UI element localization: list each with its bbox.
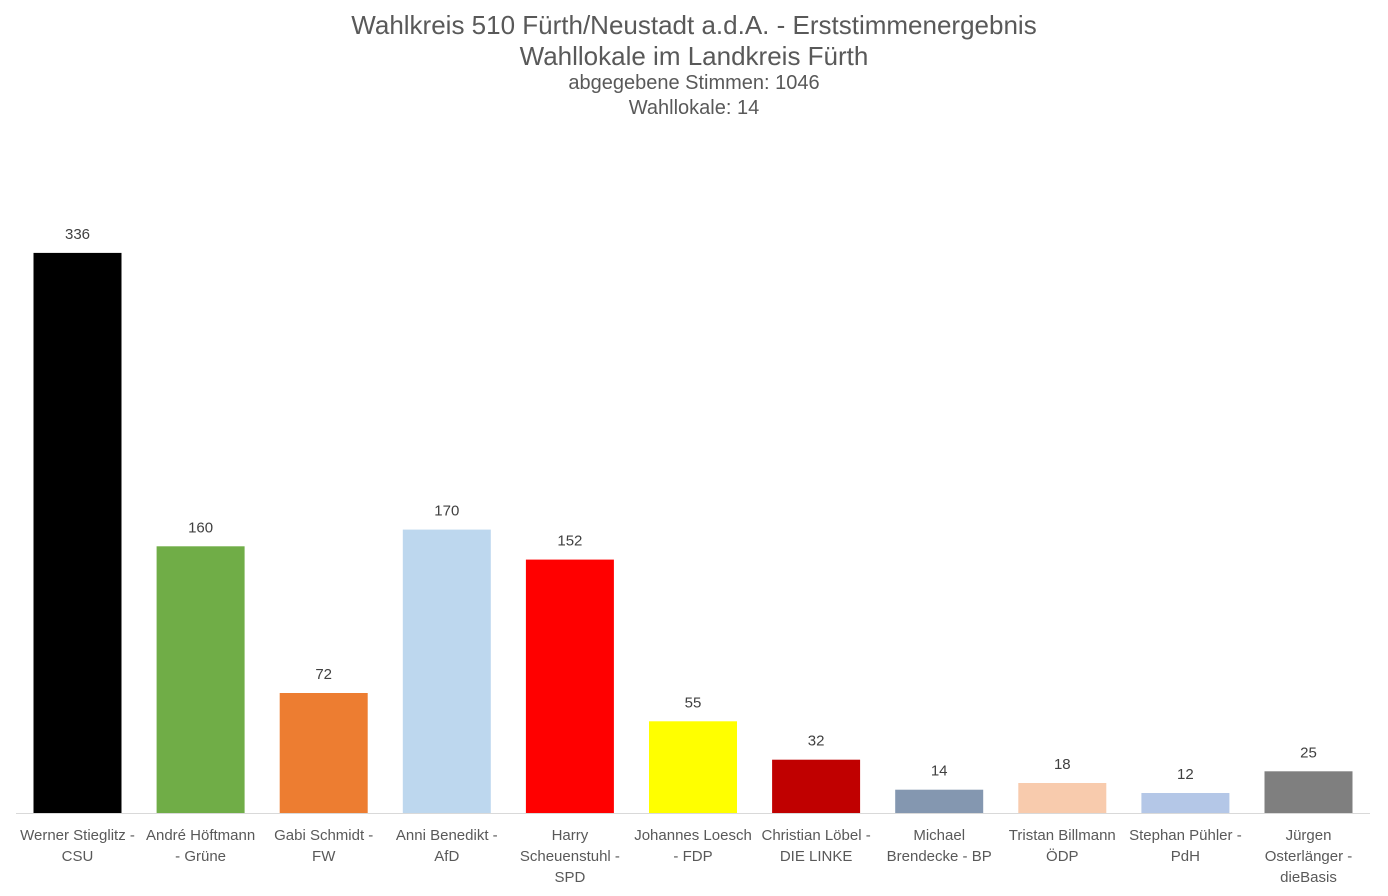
- category-label-4-0: Harry: [552, 827, 589, 844]
- category-label-9-1: PdH: [1171, 848, 1200, 865]
- data-label-6: 32: [808, 733, 825, 750]
- data-label-4: 152: [557, 533, 582, 550]
- polling-stations-label: Wahllokale: 14: [628, 97, 760, 119]
- bar-8: [1018, 783, 1107, 813]
- data-label-3: 170: [434, 503, 459, 520]
- category-label-8-0: Tristan Billmann: [1009, 827, 1116, 844]
- bar-1: [156, 546, 245, 813]
- category-label-10-0: Jürgen: [1286, 827, 1332, 844]
- bar-6: [772, 759, 861, 813]
- category-label-6-1: DIE LINKE: [780, 848, 853, 865]
- bar-7: [895, 789, 984, 813]
- bar-4: [525, 559, 614, 813]
- category-label-4-1: Scheuenstuhl -: [520, 848, 620, 865]
- category-label-10-1: Osterlänger -: [1265, 848, 1353, 865]
- category-label-7-1: Brendecke - BP: [887, 848, 992, 865]
- data-label-5: 55: [685, 694, 702, 711]
- bar-2: [279, 693, 368, 813]
- chart-title-block: Wahlkreis 510 Fürth/Neustadt a.d.A. - Er…: [0, 10, 1388, 121]
- category-label-1-1: - Grüne: [175, 848, 226, 865]
- data-label-0: 336: [65, 226, 90, 243]
- data-label-1: 160: [188, 519, 213, 536]
- data-label-9: 12: [1177, 766, 1194, 783]
- chart-title: Wahlkreis 510 Fürth/Neustadt a.d.A. - Er…: [351, 10, 1037, 40]
- chart-subtitle: Wahllokale im Landkreis Fürth: [519, 41, 869, 71]
- bar-10: [1264, 771, 1353, 813]
- data-label-8: 18: [1054, 756, 1071, 773]
- category-label-7-0: Michael: [913, 827, 965, 844]
- category-label-0-1: CSU: [62, 848, 94, 865]
- category-label-6-0: Christian Löbel -: [761, 827, 870, 844]
- category-label-3-1: AfD: [434, 848, 459, 865]
- data-label-7: 14: [931, 763, 948, 780]
- bar-5: [649, 721, 737, 813]
- votes-cast-label: abgegebene Stimmen: 1046: [568, 72, 820, 94]
- category-label-3-0: Anni Benedikt -: [396, 827, 498, 844]
- category-label-5-0: Johannes Loesch: [634, 827, 752, 844]
- category-label-5-1: - FDP: [673, 848, 712, 865]
- category-label-1-0: André Höftmann: [146, 827, 255, 844]
- category-label-0-0: Werner Stieglitz -: [20, 827, 135, 844]
- category-label-2-1: FW: [312, 848, 336, 865]
- data-label-10: 25: [1300, 744, 1317, 761]
- data-label-2: 72: [315, 666, 332, 683]
- category-label-8-1: ÖDP: [1046, 847, 1079, 865]
- category-label-2-0: Gabi Schmidt -: [274, 827, 373, 844]
- bar-9: [1141, 793, 1230, 813]
- bar-0: [33, 252, 122, 813]
- bar-3: [402, 529, 491, 813]
- category-label-9-0: Stephan Pühler -: [1129, 827, 1242, 844]
- category-label-10-2: dieBasis: [1280, 869, 1337, 886]
- category-label-4-2: SPD: [554, 869, 585, 886]
